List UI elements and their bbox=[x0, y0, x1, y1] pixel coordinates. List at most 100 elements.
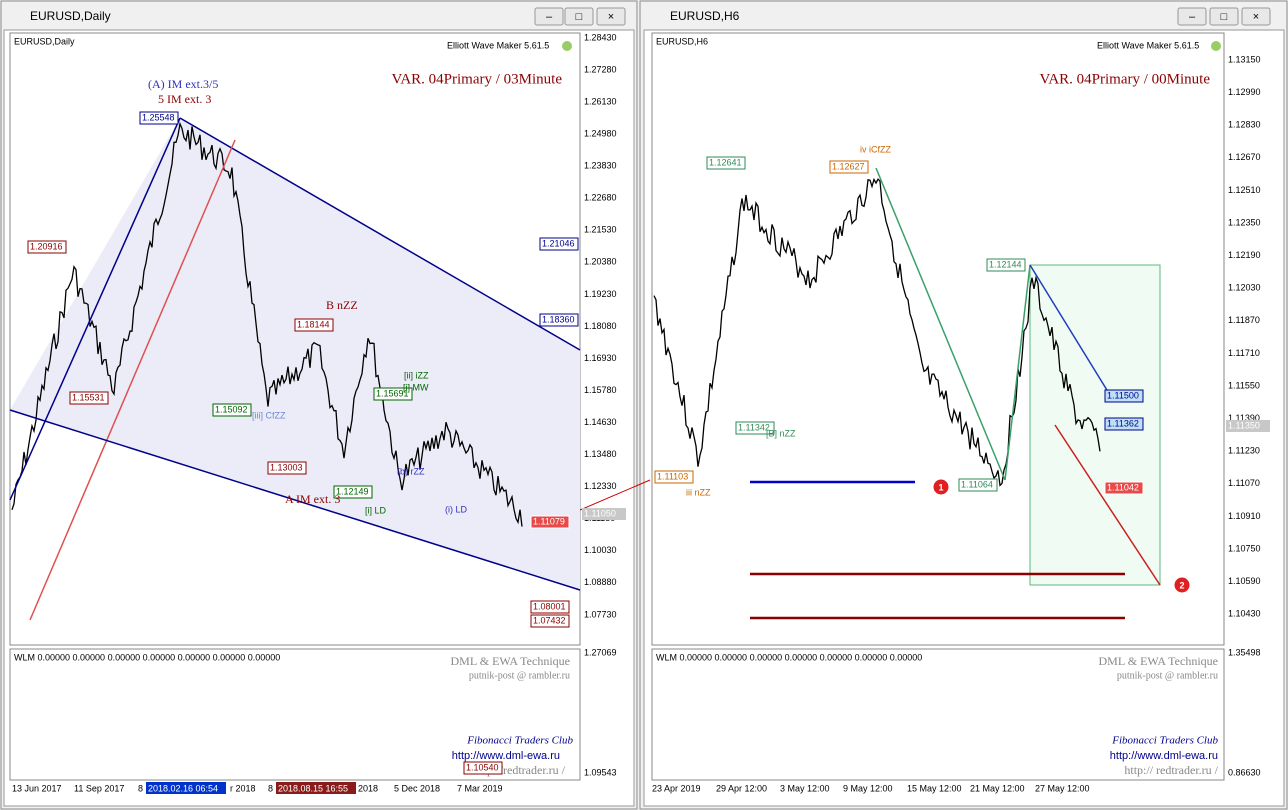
wave-label: 5 IM ext. 3 bbox=[158, 92, 211, 106]
credit: http:// redtrader.ru / bbox=[1124, 763, 1218, 777]
wave-label: [iii] CfZZ bbox=[252, 410, 286, 420]
date-label: 2018.08.15 16:55 bbox=[278, 783, 348, 793]
price-axis-label: 1.24980 bbox=[584, 129, 617, 139]
price-box-label: 1.11342 bbox=[738, 422, 770, 432]
price-box bbox=[735, 421, 775, 435]
price-axis-label: 1.20380 bbox=[584, 257, 617, 267]
price-box-label: 1.15092 bbox=[215, 404, 248, 414]
price-axis-label: 1.15780 bbox=[584, 385, 617, 395]
price-box-label: 1.15531 bbox=[72, 392, 105, 402]
window-button[interactable] bbox=[1177, 7, 1207, 26]
window-button[interactable] bbox=[534, 7, 564, 26]
indicator-axis-label: 1.09543 bbox=[584, 767, 617, 777]
price-box bbox=[1104, 481, 1144, 495]
price-axis-label: 1.13480 bbox=[584, 449, 617, 459]
price-box bbox=[530, 515, 570, 529]
current-price bbox=[582, 508, 626, 520]
price-axis-label: 1.23830 bbox=[584, 161, 617, 171]
price-box bbox=[986, 258, 1026, 272]
wave-line bbox=[1054, 424, 1161, 586]
window-button[interactable] bbox=[564, 7, 594, 26]
credit: Fibonacci Traders Club bbox=[466, 735, 573, 747]
wave-label: (b) rZZ bbox=[397, 466, 425, 476]
date-label: 9 May 12:00 bbox=[843, 783, 893, 793]
window-button-icon[interactable]: □ bbox=[576, 11, 583, 23]
indicator-axis-label: 1.27069 bbox=[584, 647, 617, 657]
price-axis-label: 1.18080 bbox=[584, 321, 617, 331]
price-axis-label: 1.19230 bbox=[584, 289, 617, 299]
wave-line bbox=[9, 117, 181, 501]
price-box bbox=[539, 237, 579, 251]
window-button-icon[interactable]: – bbox=[1189, 11, 1196, 23]
price-axis-label: 1.16930 bbox=[584, 353, 617, 363]
date-label: 8 bbox=[138, 783, 143, 793]
price-axis-label: 1.11710 bbox=[1228, 348, 1260, 358]
wave-label: [i] MW bbox=[403, 382, 429, 392]
price-box-label: 1.20916 bbox=[30, 241, 63, 251]
variant: VAR. 04Primary / 03Minute bbox=[391, 71, 562, 87]
marker bbox=[932, 478, 950, 496]
price-box bbox=[139, 111, 179, 125]
wave-label: (i) LD bbox=[445, 504, 467, 514]
brand-icon bbox=[562, 41, 572, 51]
date-highlight bbox=[146, 782, 226, 794]
credit: DML & EWA Technique bbox=[451, 654, 570, 668]
price-box bbox=[69, 391, 109, 405]
date-label: 23 Apr 2019 bbox=[652, 783, 701, 793]
price-box-label: 1.11362 bbox=[1107, 418, 1139, 428]
price-axis-label: 1.12510 bbox=[1228, 185, 1261, 195]
date-highlight bbox=[276, 782, 356, 794]
price-box bbox=[1104, 389, 1144, 403]
price-axis-label: 1.10030 bbox=[584, 545, 617, 555]
window-button[interactable] bbox=[1241, 7, 1271, 26]
price-axis-label: 1.08880 bbox=[584, 577, 617, 587]
price-box bbox=[958, 478, 998, 492]
window-button-icon[interactable]: – bbox=[546, 11, 553, 23]
window-title: EURUSD,Daily bbox=[30, 9, 111, 23]
price-box bbox=[373, 387, 413, 401]
link-arrow bbox=[579, 479, 651, 511]
price-box-label: 1.12144 bbox=[989, 259, 1022, 269]
price-axis-label: 1.07730 bbox=[584, 609, 617, 619]
current-price-label: 1.11050 bbox=[584, 508, 616, 518]
price-box bbox=[294, 318, 334, 332]
price-axis-label: 1.11870 bbox=[1228, 315, 1260, 325]
price-box-label: 1.07432 bbox=[533, 615, 566, 625]
wave-line bbox=[1029, 264, 1111, 396]
date-label: 7 Mar 2019 bbox=[457, 783, 503, 793]
price-box bbox=[654, 470, 694, 484]
price-box-label: 1.11064 bbox=[961, 479, 993, 489]
price-axis-label: 1.10910 bbox=[1228, 511, 1261, 521]
window-button-icon[interactable]: □ bbox=[1221, 11, 1228, 23]
window-button[interactable] bbox=[596, 7, 626, 26]
indicator-axis-label: 1.35498 bbox=[1228, 647, 1261, 657]
date-label: r 2018 bbox=[230, 783, 256, 793]
price-axis-label: 1.14630 bbox=[584, 417, 617, 427]
price-box-label: 1.15691 bbox=[376, 388, 409, 398]
price-box-label: 1.25548 bbox=[142, 112, 175, 122]
price-axis-label: 1.21530 bbox=[584, 225, 617, 235]
price-axis-label: 1.11070 bbox=[1228, 478, 1260, 488]
price-axis-label: 1.12830 bbox=[1228, 120, 1261, 130]
price-axis-label: 1.12330 bbox=[584, 481, 617, 491]
price-axis-label: 1.12030 bbox=[1228, 283, 1261, 293]
price-box-label: 1.10540 bbox=[466, 762, 499, 772]
date-label: 11 Sep 2017 bbox=[74, 783, 124, 793]
date-label: 2018 bbox=[358, 783, 378, 793]
date-label: 3 May 12:00 bbox=[780, 783, 830, 793]
indicator-axis-label: 0.86630 bbox=[1228, 767, 1261, 777]
price-box-label: 1.11042 bbox=[1107, 482, 1139, 492]
window-button[interactable] bbox=[1209, 7, 1239, 26]
price-box bbox=[530, 614, 570, 628]
price-box bbox=[706, 156, 746, 170]
price-box-label: 1.12641 bbox=[709, 157, 742, 167]
window-title: EURUSD,H6 bbox=[670, 9, 740, 23]
price-axis-label: 1.27280 bbox=[584, 64, 617, 74]
window-button-icon[interactable]: × bbox=[608, 11, 614, 23]
wave-line bbox=[1004, 264, 1031, 481]
price-box bbox=[539, 313, 579, 327]
date-label: 15 May 12:00 bbox=[907, 783, 962, 793]
wave-label: B nZZ bbox=[326, 298, 358, 312]
window-button-icon[interactable]: × bbox=[1253, 11, 1259, 23]
